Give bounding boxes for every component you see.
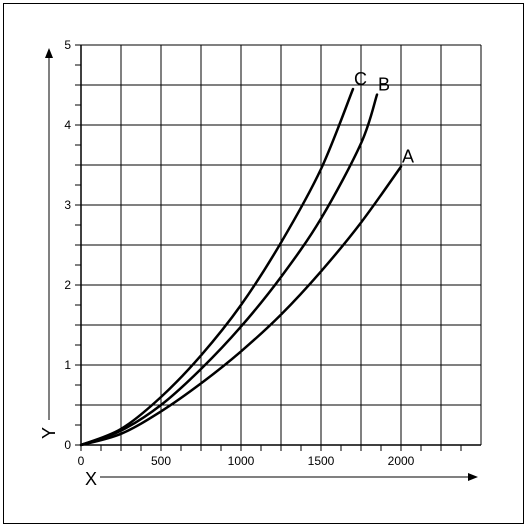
x-tick-label: 500	[151, 454, 171, 468]
x-axis-arrowhead	[468, 473, 478, 481]
series-label-a: A	[402, 147, 414, 167]
y-tick-label: 5	[64, 38, 71, 52]
y-tick-label: 4	[64, 118, 71, 132]
series-group	[79, 87, 403, 447]
x-tick-label: 0	[78, 454, 85, 468]
y-axis-arrowhead	[45, 48, 53, 58]
grid	[81, 44, 482, 445]
y-tick-label: 1	[64, 358, 71, 372]
series-line-c	[79, 87, 355, 447]
y-axis-label: Y	[39, 427, 59, 439]
series-line-a	[79, 165, 403, 447]
series-label-c: C	[354, 69, 367, 89]
x-tick-label: 2000	[388, 454, 415, 468]
series-label-b: B	[378, 75, 390, 95]
ticks: 0 500 1000 1500 2000 0 1 2 3 4 5	[64, 38, 462, 468]
x-axis-label: X	[85, 469, 97, 489]
outer-frame	[3, 3, 524, 524]
x-tick-label: 1000	[228, 454, 255, 468]
y-tick-label: 3	[64, 198, 71, 212]
series-line-b	[79, 93, 379, 447]
labels-group: A BC	[354, 69, 414, 167]
y-tick-label: 2	[64, 278, 71, 292]
y-tick-label: 0	[64, 438, 71, 452]
x-tick-label: 1500	[308, 454, 335, 468]
